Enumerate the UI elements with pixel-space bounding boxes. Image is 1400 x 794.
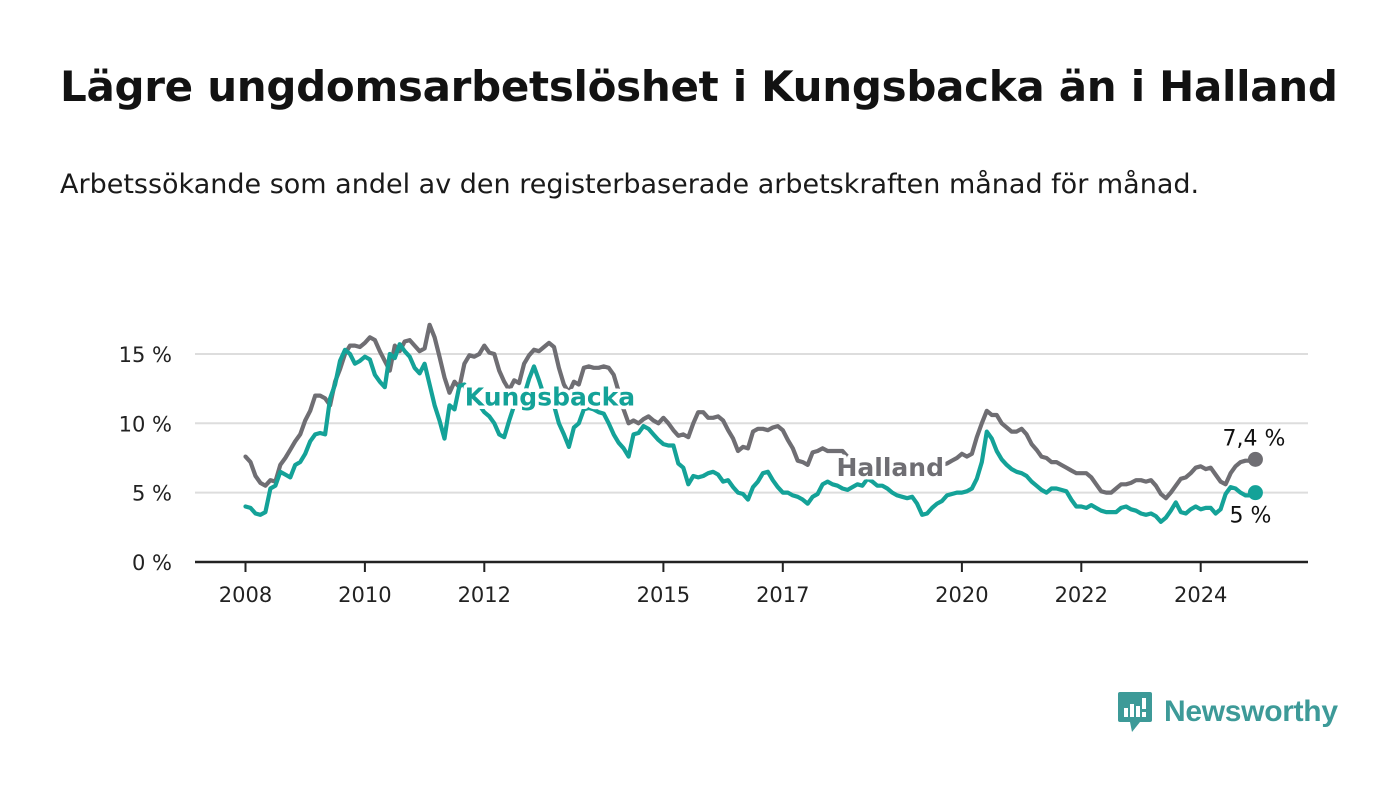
newsworthy-logo-icon [1118,692,1152,732]
series-end-point-kungsbacka [1247,485,1263,501]
x-tick-label-2020: 2020 [935,583,988,607]
series-labels: 7,4 % Halland 5 % Kungsbacka [461,379,1286,529]
series-name-label-kungsbacka: Kungsbacka [465,382,635,411]
x-tick-label-2015: 2015 [637,583,690,607]
x-tick-label-2017: 2017 [756,583,809,607]
y-tick-label-15: 15 % [119,343,172,367]
series-lines [243,322,1263,524]
x-tick-label-2012: 2012 [458,583,511,607]
y-tick-label-10: 10 % [119,412,172,436]
x-tick-label-2008: 2008 [219,583,272,607]
y-tick-label-0: 0 % [132,551,172,575]
y-tick-label-5: 5 % [132,482,172,506]
series-name-label-halland: Halland [837,453,945,482]
y-axis-ticks: 0 % 5 % 10 % 15 % [119,343,172,575]
x-axis-ticks: 2008 2010 2012 2015 2017 2020 2022 2024 [219,562,1227,607]
x-tick-label-2022: 2022 [1055,583,1108,607]
series-line-halland [243,322,1258,501]
series-end-point-halland [1247,451,1263,467]
brand-name: Newsworthy [1164,695,1338,728]
series-end-label-halland: 7,4 % [1223,426,1286,451]
brand-logo: Newsworthy [1118,690,1338,734]
gridlines [195,352,1308,564]
x-tick-label-2024: 2024 [1174,583,1227,607]
series-end-label-kungsbacka: 5 % [1230,504,1272,529]
chart-subtitle: Arbetssökande som andel av den registerb… [60,169,1200,200]
series-line-kungsbacka [243,342,1258,524]
x-tick-label-2010: 2010 [338,583,391,607]
chart-title: Lägre ungdomsarbetslöshet i Kungsbacka ä… [60,62,1338,111]
